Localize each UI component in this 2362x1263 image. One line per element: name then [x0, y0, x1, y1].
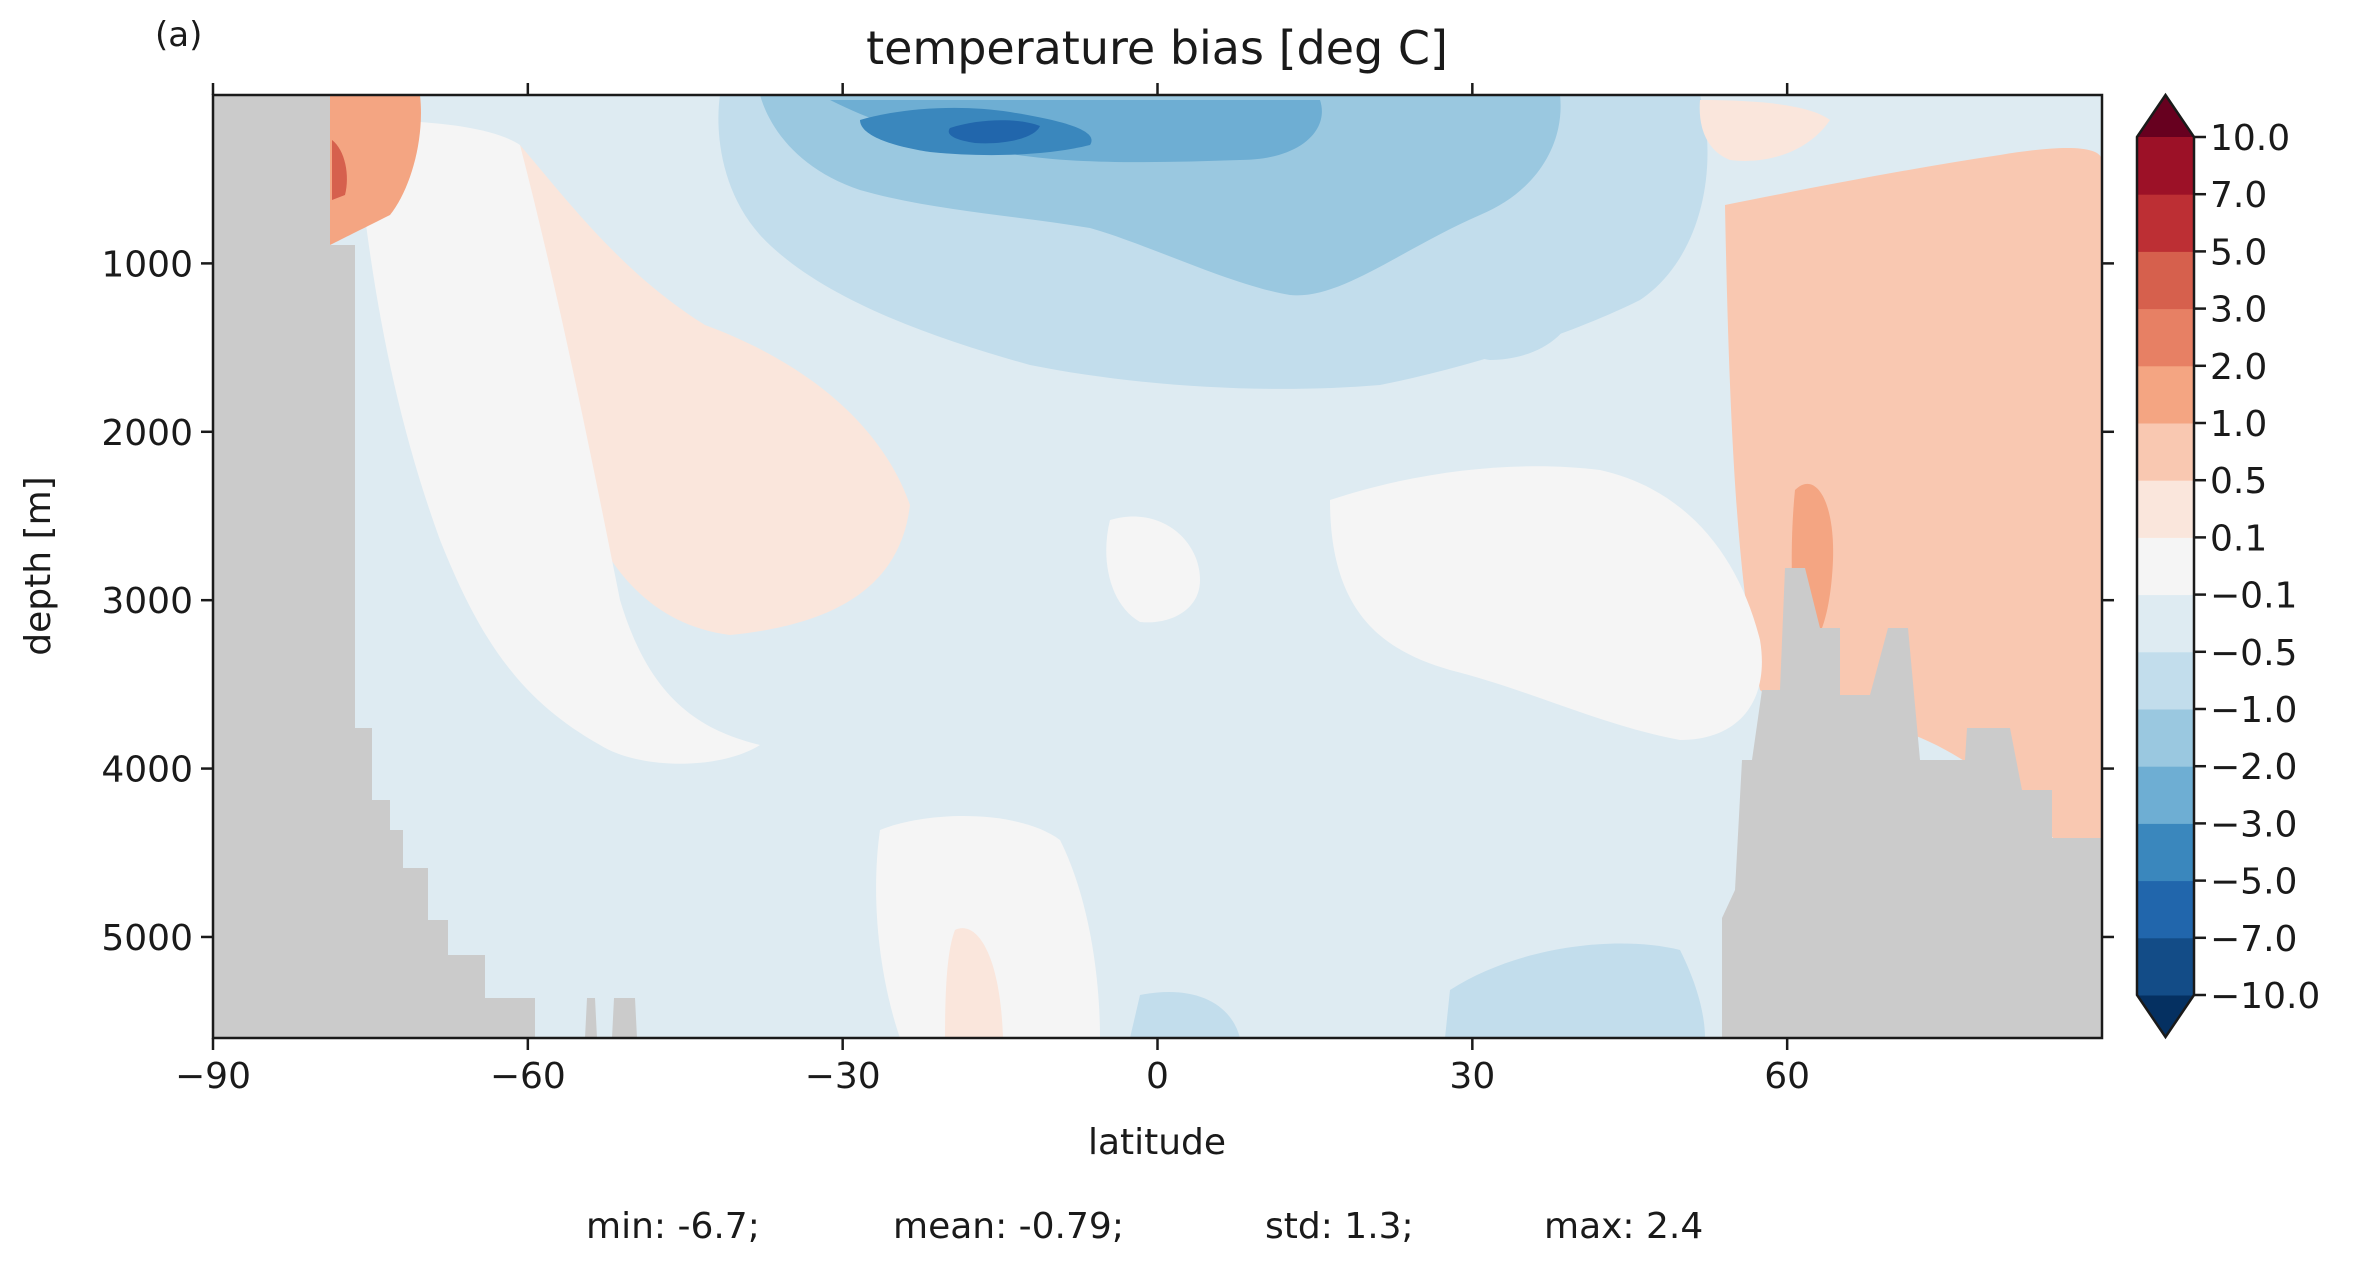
positive-bias-patch-abyssal — [945, 928, 1003, 1038]
colorbar-tick-label: 0.5 — [2210, 461, 2267, 502]
colorbar: −10.0 −7.0 −5.0 −3.0 −2.0 −1.0 −0.5 −0.1 0.1 0.5 1… — [2135, 92, 2320, 1040]
x-tick-label: 60 — [1764, 1056, 1810, 1097]
near-zero-region-abyssal-south — [876, 816, 1100, 1038]
land-mask-seamount-south-2 — [612, 998, 637, 1038]
negative-bias-patch-abyssal-north — [1445, 943, 1705, 1038]
colorbar-tick-label: 0.1 — [2210, 518, 2267, 559]
colorbar-tick-label: −10.0 — [2210, 976, 2320, 1017]
colorbar-tick-label: −5.0 — [2210, 862, 2297, 903]
positive-bias-region-southern-ocean — [520, 145, 910, 635]
near-zero-region-north-mid-depth — [1330, 466, 1762, 740]
stat-min: min: -6.7; — [586, 1206, 760, 1247]
colorbar-bin — [2137, 937, 2194, 996]
colorbar-tick-label: −3.0 — [2210, 804, 2297, 845]
y-axis: 1000 2000 3000 4000 5000 — [101, 244, 2114, 959]
x-tick-label: −90 — [175, 1056, 251, 1097]
colorbar-bin — [2137, 766, 2194, 824]
panel-label: (a) — [155, 15, 202, 55]
colorbar-bin — [2137, 537, 2194, 596]
y-tick-label: 3000 — [101, 581, 193, 622]
near-zero-region-equator-mid-depth — [1106, 516, 1200, 623]
colorbar-bin — [2137, 480, 2194, 538]
negative-bias-patch-north-subsurface — [1440, 293, 1575, 360]
colorbar-tick-label: 2.0 — [2210, 347, 2267, 388]
stat-std: std: 1.3; — [1265, 1206, 1414, 1247]
colorbar-bin — [2137, 709, 2194, 767]
chart-title: temperature bias [deg C] — [866, 21, 1448, 75]
colorbar-bin — [2137, 251, 2194, 310]
y-tick-label: 4000 — [101, 750, 193, 791]
colorbar-bin — [2137, 365, 2194, 424]
plot-area — [213, 95, 2102, 1038]
colorbar-bin — [2137, 651, 2194, 710]
colorbar-tick-label: 7.0 — [2210, 175, 2267, 216]
colorbar-bin — [2137, 308, 2194, 367]
colorbar-extend-max — [2137, 95, 2194, 137]
colorbar-tick-label: 5.0 — [2210, 232, 2267, 273]
colorbar-tick-label: 3.0 — [2210, 290, 2267, 331]
x-tick-label: −60 — [490, 1056, 566, 1097]
x-tick-label: 30 — [1449, 1056, 1495, 1097]
colorbar-tick-label: −1.0 — [2210, 690, 2297, 731]
x-tick-label: 0 — [1146, 1056, 1169, 1097]
upper-ocean-cold-core — [948, 120, 1040, 144]
colorbar-tick-label: 1.0 — [2210, 404, 2267, 445]
y-axis-label: depth [m] — [18, 476, 59, 655]
warm-surface-patch-antarctic — [330, 95, 421, 245]
near-zero-region-southern-flank — [355, 120, 760, 764]
stat-max: max: 2.4 — [1544, 1206, 1703, 1247]
colorbar-bin — [2137, 423, 2194, 481]
warm-surface-patch-northern — [1699, 100, 1830, 161]
x-tick-label: −30 — [805, 1056, 881, 1097]
colorbar-tick-label: −2.0 — [2210, 747, 2297, 788]
colorbar-tick-label: −7.0 — [2210, 919, 2297, 960]
stat-mean: mean: -0.79; — [893, 1206, 1124, 1247]
colorbar-bin — [2137, 880, 2194, 939]
warm-surface-patch-antarctic-core — [332, 140, 347, 200]
colorbar-tick-label: −0.1 — [2210, 576, 2297, 617]
colorbar-bin — [2137, 823, 2194, 882]
y-tick-label: 1000 — [101, 244, 193, 285]
colorbar-bin — [2137, 137, 2194, 195]
colorbar-tick-label: 10.0 — [2210, 118, 2290, 159]
colorbar-tick-label: −0.5 — [2210, 633, 2297, 674]
land-mask-arctic-ridge — [1722, 568, 2102, 1038]
land-mask-antarctica — [213, 95, 535, 1038]
y-tick-label: 2000 — [101, 413, 193, 454]
y-tick-label: 5000 — [101, 918, 193, 959]
x-axis-label: latitude — [1088, 1122, 1226, 1163]
land-mask-seamount-south — [585, 998, 597, 1038]
x-axis: −90 −60 −30 0 30 60 — [175, 83, 1810, 1097]
colorbar-bin — [2137, 194, 2194, 252]
colorbar-bin — [2137, 594, 2194, 653]
colorbar-extend-min — [2137, 995, 2194, 1037]
negative-bias-patch-abyssal-equator — [1130, 991, 1240, 1038]
